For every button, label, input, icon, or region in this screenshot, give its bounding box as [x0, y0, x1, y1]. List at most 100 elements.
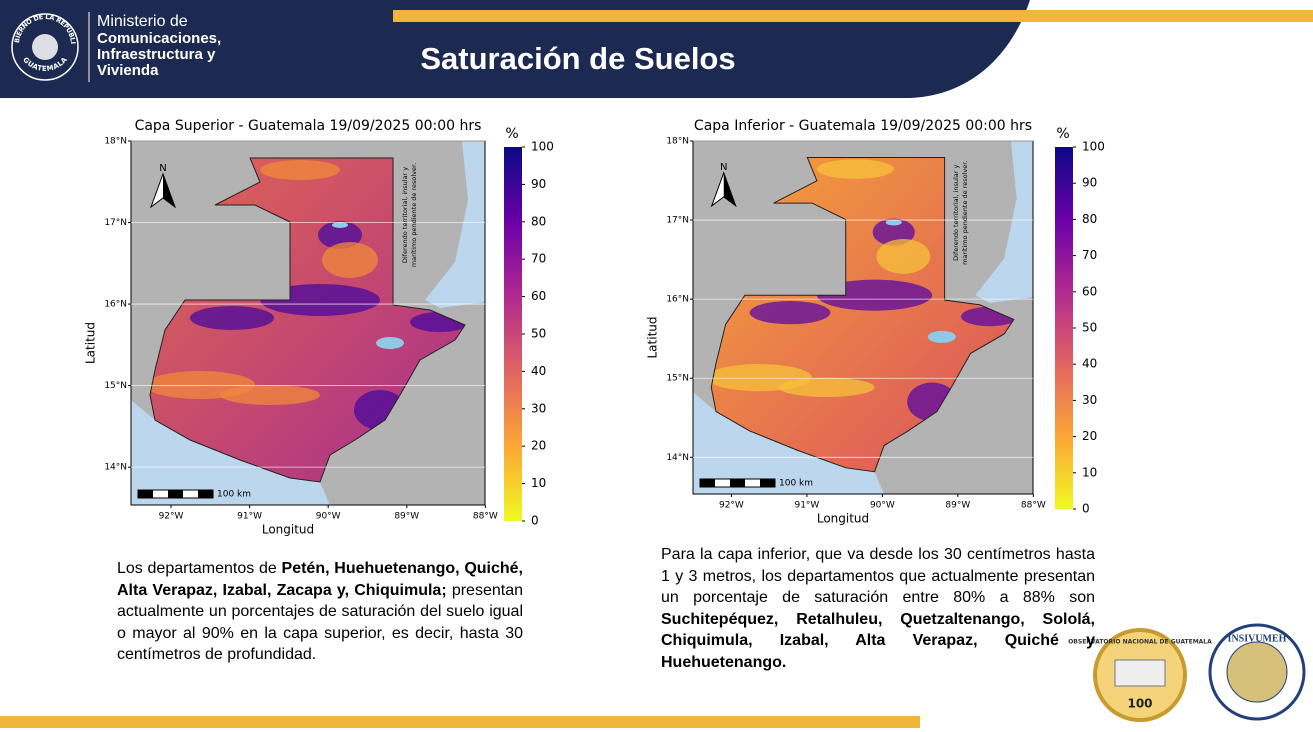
scale-bar-seg [168, 490, 183, 498]
ministry: Ministerio de [97, 13, 188, 30]
lon-tick-label: 91°W [794, 501, 819, 511]
colorbar-tick-label: 90 [531, 177, 546, 191]
sea [425, 141, 485, 308]
map-region [260, 160, 340, 180]
map-title: Capa Superior - Guatemala 19/09/2025 00:… [135, 118, 482, 134]
lake [376, 337, 404, 349]
sea [693, 392, 885, 494]
lon-tick-label: 89°W [394, 512, 419, 522]
map-region [778, 377, 875, 398]
seal-emblem [32, 34, 58, 60]
lake [927, 330, 956, 343]
north-arrow [163, 174, 175, 207]
dispute-note: marítimo pendiente de resolver. [410, 163, 418, 267]
ministry: Vivienda [97, 62, 159, 79]
colorbar-tick-label: 60 [531, 289, 546, 303]
bold-text: Petén, Huehuetenango, Quiché, Alta Verap… [117, 560, 523, 599]
colorbar-tick-label: 70 [531, 252, 546, 266]
sea [131, 400, 330, 505]
paragraph: Los departamentos de Petén, Huehuetenang… [117, 558, 523, 666]
scale-bar-seg [138, 490, 153, 498]
north-arrow [723, 172, 736, 206]
colorbar-tick-label: 0 [1082, 502, 1090, 516]
dispute-note: Diferendo territorial, insular y [401, 167, 409, 263]
colorbar-tick-label: 20 [531, 439, 546, 453]
map-region [749, 301, 831, 325]
colorbar-tick-label: 40 [1082, 357, 1097, 371]
lon-tick-label: 91°W [237, 512, 262, 522]
ministry: Infraestructura y [97, 46, 216, 63]
lat-tick-label: 14°N [104, 463, 127, 473]
axis-label: Longitud [262, 523, 314, 537]
top-stripe [393, 10, 1313, 22]
lat-tick-label: 18°N [666, 137, 689, 147]
map-region [872, 218, 915, 246]
colorbar-tick-label: 0 [531, 514, 539, 528]
ministry: Comunicaciones, [97, 30, 221, 47]
lake [332, 222, 348, 228]
dispute-note: Diferendo territorial, insular y [952, 164, 960, 260]
colorbar-tick-label: 80 [531, 214, 546, 228]
bottom-stripe [0, 716, 920, 728]
sea [975, 141, 1033, 303]
colorbar-tick-label: 10 [531, 476, 546, 490]
insivumeh-center [1226, 641, 1288, 703]
lat-tick-label: 16°N [666, 295, 689, 305]
bold-text: Suchitepéquez, Retalhuleu, Quetzaltenang… [661, 610, 1095, 671]
lat-tick-label: 17°N [104, 218, 127, 228]
country-outline [149, 157, 466, 483]
map-region [318, 221, 362, 249]
lat-tick-label: 15°N [666, 374, 689, 384]
paragraph: Para la capa inferior, que va desde los … [661, 544, 1095, 673]
text: presentan actualmente un porcentajes de … [117, 581, 523, 664]
colorbar-tick-label: 50 [531, 327, 546, 341]
colorbar-tick-label: 100 [1082, 140, 1105, 154]
colorbar-tick-label: 50 [1082, 321, 1097, 335]
scale-label: 100 km [217, 490, 251, 500]
text: Para la capa inferior, que va desde los … [661, 546, 1095, 606]
lat-tick-label: 18°N [104, 137, 127, 147]
scale-bar-seg [198, 490, 213, 498]
lat-tick-label: 15°N [104, 381, 127, 391]
lon-tick-label: 92°W [719, 501, 744, 511]
lake [885, 219, 902, 226]
colorbar-tick-label: 70 [1082, 248, 1097, 262]
lon-tick-label: 90°W [316, 512, 341, 522]
colorbar [1055, 147, 1073, 509]
colorbar-tick-label: 80 [1082, 212, 1097, 226]
map-region [322, 242, 378, 278]
text: Los departamentos de [117, 560, 282, 577]
lat-tick-label: 17°N [666, 216, 689, 226]
north-label: N [720, 162, 727, 173]
colorbar-tick-label: 100 [531, 140, 554, 154]
colorbar-tick-label: 40 [531, 364, 546, 378]
observatory-name: OBSERVATORIO NACIONAL DE GUATEMALA [1068, 639, 1212, 646]
lon-tick-label: 88°W [1021, 501, 1046, 511]
colorbar-tick-label: 90 [1082, 176, 1097, 190]
lat-tick-label: 16°N [104, 300, 127, 310]
lon-tick-label: 92°W [159, 512, 184, 522]
colorbar [504, 147, 522, 521]
lon-tick-label: 90°W [870, 501, 895, 511]
slide-title: Saturación de Suelos [420, 41, 735, 76]
scale-bar-seg [700, 479, 715, 487]
map-title: Capa Inferior - Guatemala 19/09/2025 00:… [694, 118, 1032, 134]
colorbar-tick-label: 20 [1082, 429, 1097, 443]
dispute-note: marítimo pendiente de resolver. [961, 161, 969, 265]
lon-tick-label: 89°W [945, 501, 970, 511]
scale-bar-seg [730, 479, 745, 487]
map-region [220, 385, 320, 405]
map-region [816, 159, 894, 179]
scale-label: 100 km [779, 479, 813, 489]
observatory-building [1114, 659, 1166, 687]
colorbar-tick-label: 30 [1082, 393, 1097, 407]
map-region [190, 306, 274, 330]
country-outline [710, 156, 1015, 473]
seal [11, 13, 79, 81]
axis-label: Latitud [646, 316, 660, 358]
colorbar-tick-label: 60 [1082, 284, 1097, 298]
map-region [876, 238, 931, 274]
colorbar-unit: % [505, 126, 518, 142]
